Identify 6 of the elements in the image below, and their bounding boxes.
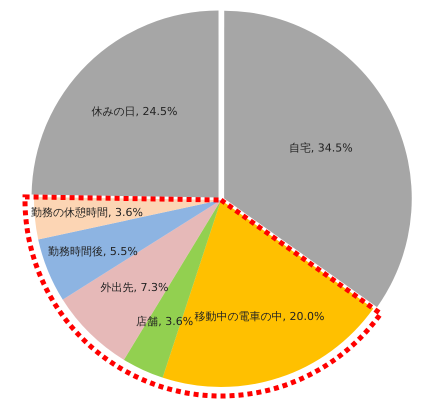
slice-label: 自宅, 34.5% [288,141,353,154]
slice-label: 勤務時間後, 5.5% [48,245,138,258]
slice-label: 休みの日, 24.5% [91,104,178,118]
slice-label: 勤務の休憩時間, 3.6% [31,206,143,220]
slice-label: 外出先, 7.3% [100,280,168,294]
slice-label: 移動中の電車の中, 20.0% [194,310,324,324]
